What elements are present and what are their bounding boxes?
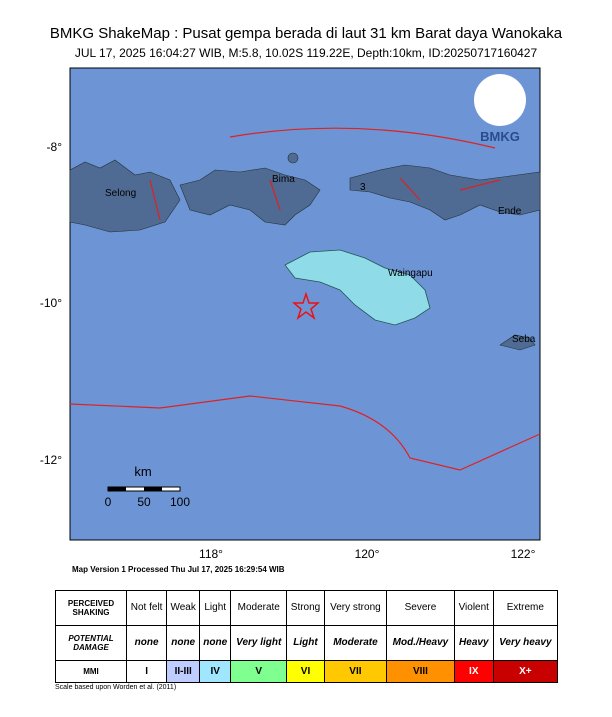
legend-cell: VIII: [385, 659, 455, 684]
legend-cell: Moderate: [323, 624, 387, 661]
place-label: Bima: [272, 174, 295, 185]
note: Scale based upon Worden et al. (2011): [55, 684, 177, 691]
legend-cell: IV: [199, 659, 232, 684]
place-label: Seba: [512, 334, 536, 345]
legend-cell: Moderate: [230, 590, 288, 626]
legend-cell: none: [166, 624, 201, 661]
legend-row: MMI I II-III IV V VI VII VIII IX X+: [55, 659, 559, 684]
legend-cell: Very strong: [323, 590, 387, 626]
legend-cell: IX: [453, 659, 494, 684]
map: Selong Bima 3 Ende Waingapu Seba BMKG -8…: [40, 67, 541, 574]
legend-cell: Light: [199, 590, 232, 626]
legend-row-label: POTENTIAL DAMAGE: [55, 624, 127, 661]
scale-label: 100: [170, 495, 190, 509]
legend-cell: Very light: [230, 624, 288, 661]
legend-cell: Severe: [385, 590, 455, 626]
legend-cell: V: [230, 659, 288, 684]
ocean: [69, 67, 541, 541]
legend-cell: Extreme: [492, 590, 559, 626]
legend-cell: Not felt: [125, 590, 168, 626]
legend-row-label: PERCEIVED SHAKING: [55, 590, 127, 626]
subtitle: JUL 17, 2025 16:04:27 WIB, M:5.8, 10.02S…: [74, 46, 538, 60]
place-label: Waingapu: [388, 268, 433, 279]
legend-cell: I: [125, 659, 168, 684]
scale-unit: km: [134, 464, 151, 479]
legend-cell: Heavy: [453, 624, 494, 661]
x-tick-label: 122°: [511, 547, 536, 561]
legend-cell: Violent: [453, 590, 494, 626]
legend-cell: Light: [286, 624, 325, 661]
legend-table: PERCEIVED SHAKING Not felt Weak Light Modera…: [55, 590, 559, 684]
legend-cell: VI: [286, 659, 325, 684]
epicenter: [291, 291, 321, 321]
place-label: Ende: [498, 206, 522, 217]
logo-text: BMKG: [480, 129, 520, 144]
legend-row: PERCEIVED SHAKING Not felt Weak Light Modera…: [55, 590, 559, 626]
legend-cell: none: [125, 624, 168, 661]
x-tick-label: 118°: [199, 547, 223, 561]
x-tick-label: 120°: [355, 547, 380, 561]
title: BMKG ShakeMap : Pusat gempa berada di la…: [49, 25, 563, 42]
legend-cell: Very heavy: [492, 624, 559, 661]
faults: [69, 127, 541, 471]
land: [69, 152, 541, 351]
place-label: 3: [360, 182, 366, 193]
scale-bar: km 0 50 100: [105, 464, 191, 509]
legend-cell: none: [199, 624, 232, 661]
y-tick-label: -10°: [40, 296, 62, 310]
legend-cell: VII: [323, 659, 387, 684]
scale-label: 50: [137, 495, 151, 509]
legend-row-label: MMI: [55, 659, 127, 684]
version: Map Version 1 Processed Thu Jul 17, 2025…: [72, 565, 285, 574]
legend-row: POTENTIAL DAMAGE none none none Very light Li…: [55, 624, 559, 661]
y-tick-label: -8°: [47, 140, 63, 154]
legend-cell: Strong: [286, 590, 325, 626]
sumba-island: [284, 249, 431, 326]
legend-cell: X+: [492, 659, 559, 684]
scale-label: 0: [105, 495, 112, 509]
legend-cell: II-III: [166, 659, 201, 684]
place-label: Selong: [105, 188, 136, 199]
legend-cell: Mod./Heavy: [385, 624, 455, 661]
logo-bg: [474, 74, 526, 126]
legend-cell: Weak: [166, 590, 201, 626]
y-tick-label: -12°: [40, 453, 62, 467]
